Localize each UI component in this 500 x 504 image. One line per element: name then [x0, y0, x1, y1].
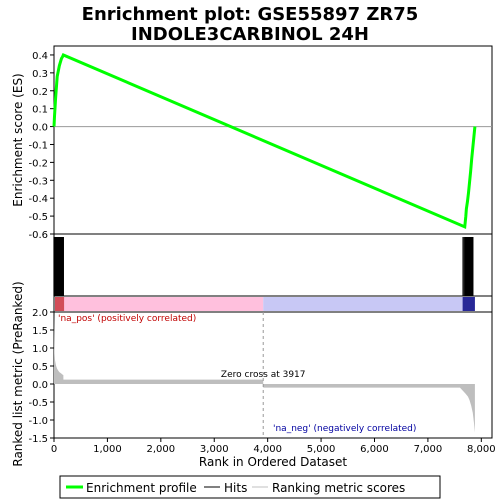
metric-y-tick-label: 0.5 [32, 362, 48, 373]
hits-marks [53, 237, 474, 296]
es-profile-line [52, 52, 477, 230]
x-tick-label: 6,000 [360, 444, 389, 455]
es-y-tick-label: -0.1 [28, 140, 48, 151]
x-axis-label: Rank in Ordered Dataset [199, 455, 347, 469]
es-y-tick-label: -0.6 [28, 230, 48, 241]
zero-cross-label: Zero cross at 3917 [221, 370, 306, 380]
legend-enrichment-profile: Enrichment profile [86, 481, 197, 495]
metric-y-tick-label: 0.0 [32, 380, 48, 391]
es-y-tick-label: 0.3 [32, 69, 48, 80]
legend-hits: Hits [224, 481, 247, 495]
positive-label: 'na_pos' (positively correlated) [58, 314, 196, 324]
es-y-tick-label: -0.5 [28, 212, 48, 223]
negative-band [263, 297, 475, 311]
band-edge-negative [462, 297, 475, 311]
es-panel [53, 45, 493, 235]
legend-ranking-metric: Ranking metric scores [272, 481, 405, 495]
es-y-tick-label: -0.4 [28, 194, 48, 205]
metric-y-tick-label: 1.5 [32, 326, 48, 337]
hits-panel [53, 233, 493, 297]
metric-x-axis: 0 1,000 2,000 3,000 4,000 5,000 6,000 7,000 8,00… [51, 438, 496, 455]
es-y-tick-label: 0.2 [32, 87, 48, 98]
metric-y-tick-label: -1.0 [28, 416, 48, 427]
chart-title-line1: Enrichment plot: GSE55897 ZR75 [82, 4, 419, 25]
metric-y-tick-label: -1.5 [28, 434, 48, 445]
x-tick-label: 3,000 [200, 444, 229, 455]
metric-y-tick-label: -0.5 [28, 398, 48, 409]
x-tick-label: 5,000 [307, 444, 336, 455]
negative-label: 'na_neg' (negatively correlated) [273, 424, 416, 434]
x-tick-label: 2,000 [147, 444, 176, 455]
metric-y-label: Ranked list metric (PreRanked) [11, 281, 25, 466]
metric-y-tick-label: 2.0 [32, 308, 48, 319]
es-y-tick-label: 0.1 [32, 105, 48, 116]
band-edge-marks [55, 297, 475, 311]
metric-y-axis: 2.0 1.5 1.0 0.5 0.0 -0.5 -1.0 -1.5 [28, 308, 54, 445]
metric-panel [53, 311, 493, 439]
x-tick-label: 1,000 [93, 444, 122, 455]
es-y-tick-label: -0.3 [28, 176, 48, 187]
es-y-axis: 0.4 0.3 0.2 0.1 0.0 -0.1 -0.2 -0.3 -0.4 -0.5 -0.6 [28, 51, 54, 241]
es-y-tick-label: 0.4 [32, 51, 48, 62]
x-tick-label: 7,000 [414, 444, 443, 455]
x-tick-label: 8,000 [467, 444, 496, 455]
es-y-tick-label: -0.2 [28, 158, 48, 169]
es-y-label: Enrichment score (ES) [11, 73, 25, 206]
chart-title-line2: INDOLE3CARBINOL 24H [131, 24, 369, 45]
legend [59, 475, 441, 499]
x-tick-label: 0 [51, 444, 57, 455]
x-tick-label: 4,000 [253, 444, 282, 455]
band-edge-positive [55, 297, 65, 311]
positive-band [55, 297, 264, 311]
es-y-tick-label: 0.0 [32, 123, 48, 134]
metric-y-tick-label: 1.0 [32, 344, 48, 355]
